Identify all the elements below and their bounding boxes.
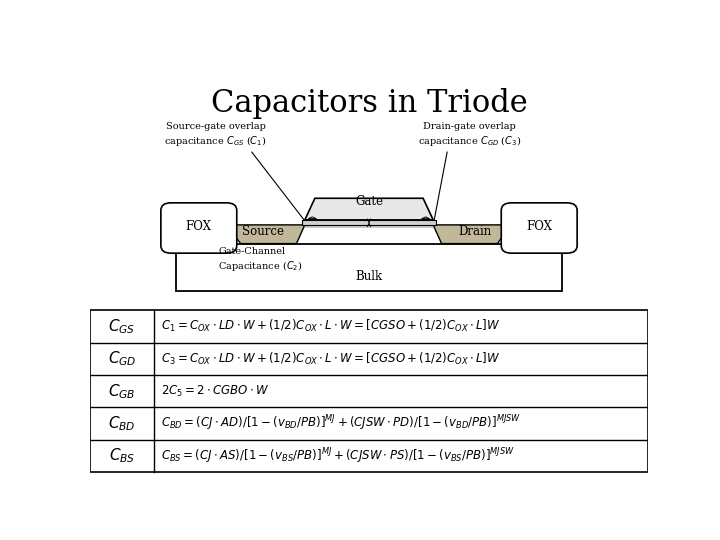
Text: $C_{GS}$: $C_{GS}$	[109, 317, 136, 336]
Text: Bulk: Bulk	[356, 271, 382, 284]
Polygon shape	[227, 225, 305, 244]
Text: Source-gate overlap
capacitance $C_{GS}$ ($C_1$): Source-gate overlap capacitance $C_{GS}$…	[164, 123, 267, 148]
Text: Gate-Channel
Capacitance ($C_2$): Gate-Channel Capacitance ($C_2$)	[218, 247, 303, 273]
Bar	[305, 225, 433, 228]
Bar	[90, 310, 648, 472]
Text: FOX: FOX	[526, 220, 552, 233]
Bar	[176, 244, 562, 292]
Text: Drain-gate overlap
capacitance $C_{GD}$ ($C_3$): Drain-gate overlap capacitance $C_{GD}$ …	[418, 123, 521, 148]
Text: Source: Source	[242, 225, 284, 238]
Polygon shape	[433, 225, 511, 244]
Text: Capacitors in Triode: Capacitors in Triode	[211, 87, 527, 119]
Bar	[302, 220, 436, 225]
Text: $C_{BD}$: $C_{BD}$	[108, 414, 136, 433]
Text: $C_{GB}$: $C_{GB}$	[108, 382, 136, 401]
Text: Gate: Gate	[355, 195, 383, 208]
Text: Drain: Drain	[459, 225, 492, 238]
Text: $C_{GD}$: $C_{GD}$	[108, 349, 136, 368]
Text: $C_{BD} = (CJ\cdot AD)/[1 - (v_{BD}/PB)]^{MJ} + (CJSW\cdot PD)/[1 - (v_{BD}/PB)]: $C_{BD} = (CJ\cdot AD)/[1 - (v_{BD}/PB)]…	[161, 414, 521, 434]
FancyBboxPatch shape	[501, 203, 577, 253]
FancyBboxPatch shape	[161, 203, 237, 253]
Text: FOX: FOX	[186, 220, 212, 233]
Polygon shape	[305, 198, 433, 220]
Text: $2C_5 = 2\cdot CGBO\cdot W$: $2C_5 = 2\cdot CGBO\cdot W$	[161, 383, 269, 399]
Text: $C_{BS}$: $C_{BS}$	[109, 447, 135, 465]
Text: $C_3 = C_{OX}\cdot LD\cdot W + (1/2)C_{OX}\cdot L\cdot W = [CGSO + (1/2)C_{OX}\c: $C_3 = C_{OX}\cdot LD\cdot W + (1/2)C_{O…	[161, 350, 500, 367]
Text: $C_{BS} = (CJ\cdot AS)/[1 - (v_{BS}/PB)]^{MJ} + (CJSW\cdot PS)/[1 - (v_{BS}/PB)]: $C_{BS} = (CJ\cdot AS)/[1 - (v_{BS}/PB)]…	[161, 446, 515, 466]
Text: $C_1 = C_{OX}\cdot LD\cdot W + (1/2)C_{OX}\cdot L\cdot W = [CGSO + (1/2)C_{OX}\c: $C_1 = C_{OX}\cdot LD\cdot W + (1/2)C_{O…	[161, 318, 500, 334]
